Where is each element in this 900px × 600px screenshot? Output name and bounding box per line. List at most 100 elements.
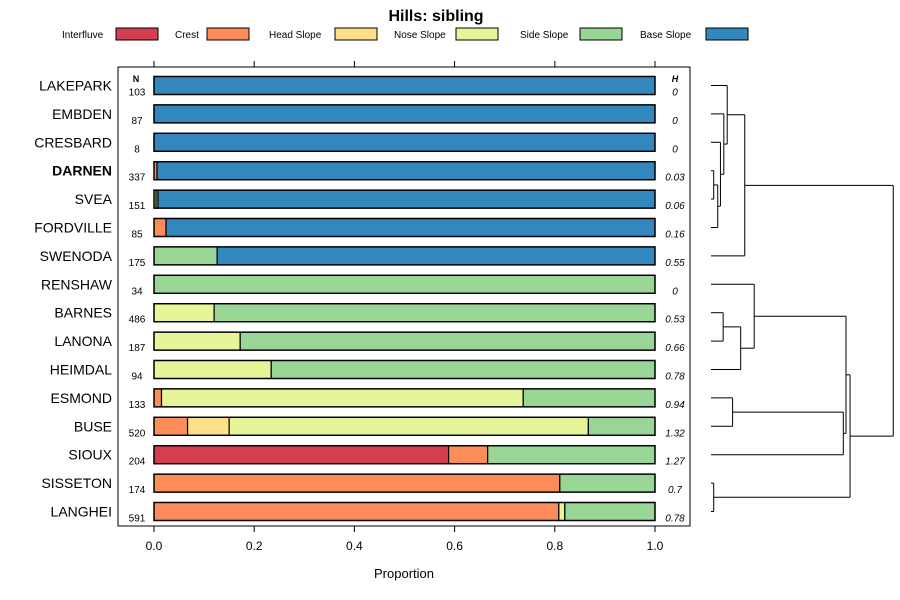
- bar-segment-crest: [153, 416, 189, 436]
- legend: Interfluve Crest Head Slope Nose Slope Side …: [62, 27, 749, 41]
- row-label: SISSETON: [41, 475, 112, 491]
- h-value: 0.66: [665, 343, 685, 354]
- bar-segment-nose-slope: [228, 416, 589, 436]
- x-axis: 0.0 0.2 0.4 0.6 0.8 1.0: [146, 61, 664, 553]
- row-heimdal: HEIMDAL 94 0.78: [50, 359, 685, 383]
- row-label: BARNES: [54, 305, 112, 321]
- row-label: BUSE: [74, 418, 112, 434]
- bar-outline: [153, 274, 656, 294]
- legend-label-head-slope: Head Slope: [269, 30, 322, 41]
- bar-segment-side-slope: [522, 388, 656, 408]
- row-langhei: LANGHEI 591 0.78: [51, 501, 685, 525]
- x-tick-label: 0.4: [346, 539, 363, 553]
- h-value: 0.16: [665, 230, 685, 241]
- row-label: SVEA: [75, 191, 113, 207]
- row-label: LANGHEI: [51, 504, 112, 520]
- bar-segment-crest: [153, 217, 167, 238]
- n-value: 337: [129, 173, 146, 184]
- bar-segment-base-slope: [216, 246, 656, 266]
- row-sisseton: SISSETON 174 0.7: [41, 473, 682, 496]
- bar-segment-nose-slope: [153, 303, 215, 323]
- row-sioux: SIOUX 204 1.27: [68, 445, 685, 468]
- bar-outline: [153, 416, 656, 436]
- x-axis-title: Proportion: [374, 566, 434, 581]
- legend-swatch-interfluve: [115, 27, 159, 41]
- h-value: 1.32: [665, 428, 685, 439]
- n-value: 133: [129, 400, 146, 411]
- bar-segment-base-slope: [153, 104, 656, 124]
- n-value: 486: [129, 315, 146, 326]
- row-lakepark: LAKEPARK 103 0: [39, 75, 678, 99]
- bar-segment-base-slope: [157, 189, 656, 209]
- legend-swatch-head-slope: [334, 27, 378, 41]
- n-value: 175: [129, 258, 146, 269]
- n-value: 520: [129, 428, 146, 439]
- row-esmond: ESMOND 133 0.94: [51, 388, 685, 411]
- h-column-header: H: [672, 74, 679, 84]
- h-value: 1.27: [665, 457, 685, 468]
- h-value: 0.53: [665, 315, 685, 326]
- row-label: HEIMDAL: [50, 362, 112, 378]
- row-label: RENSHAW: [41, 276, 113, 292]
- h-value: 0: [672, 144, 678, 155]
- bar-segment-crest: [153, 501, 560, 522]
- x-tick-label: 0.2: [246, 539, 263, 553]
- row-label: DARNEN: [52, 163, 112, 179]
- x-tick-label: 0.0: [146, 539, 163, 553]
- n-column-header: N: [133, 74, 140, 84]
- h-value: 0: [672, 88, 678, 99]
- legend-label-interfluve: Interfluve: [62, 30, 104, 41]
- row-label: EMBDEN: [52, 106, 112, 122]
- row-label: CRESBARD: [34, 134, 112, 150]
- bar-segment-nose-slope: [153, 331, 241, 351]
- n-value: 151: [129, 201, 146, 212]
- bar-segment-side-slope: [213, 303, 656, 323]
- row-cresbard: CRESBARD 8 0: [34, 132, 678, 155]
- bar-segment-nose-slope: [160, 388, 524, 408]
- row-fordville: FORDVILLE 85 0.16: [34, 217, 685, 241]
- bar-segment-crest: [447, 445, 489, 465]
- n-value: 94: [131, 372, 143, 383]
- bar-segment-interfluve: [153, 445, 450, 465]
- bar-segment-side-slope: [270, 359, 656, 380]
- n-value: 34: [131, 286, 143, 297]
- bar-outline: [153, 75, 656, 96]
- row-label: SWENODA: [40, 248, 113, 264]
- bar-segment-crest: [153, 473, 561, 493]
- x-tick-label: 0.6: [446, 539, 463, 553]
- row-label: FORDVILLE: [34, 220, 112, 236]
- plot-frame: [117, 66, 691, 527]
- bar-outline: [153, 217, 656, 238]
- bar-segment-side-slope: [487, 445, 656, 465]
- h-value: 0: [672, 286, 678, 297]
- bar-outline: [153, 104, 656, 124]
- n-value: 204: [129, 457, 146, 468]
- n-value: 103: [129, 88, 146, 99]
- bar-segment-nose-slope: [558, 501, 566, 522]
- legend-label-crest: Crest: [175, 30, 199, 41]
- bar-segment-side-slope: [564, 501, 656, 522]
- n-value: 591: [129, 514, 146, 525]
- bar-outline: [153, 331, 656, 351]
- legend-label-base-slope: Base Slope: [640, 30, 692, 41]
- n-value: 174: [129, 485, 146, 496]
- dendrogram: [711, 85, 894, 512]
- h-value: 0.94: [665, 400, 685, 411]
- legend-swatch-nose-slope: [455, 27, 499, 41]
- chart-title: Hills: sibling: [388, 8, 483, 25]
- bar-outline: [153, 445, 656, 465]
- legend-label-side-slope: Side Slope: [520, 30, 569, 41]
- bar-rows: LAKEPARK 103 0 EMBDEN 87 0 CRESBARD 8 0 DARNEN 337…: [34, 75, 685, 525]
- bar-segment-crest: [153, 388, 163, 408]
- n-value: 85: [131, 230, 143, 241]
- row-label: LANONA: [54, 333, 112, 349]
- bar-segment-base-slope: [165, 217, 656, 238]
- row-lanona: LANONA 187 0.66: [54, 331, 685, 354]
- row-barnes: BARNES 486 0.53: [54, 303, 685, 326]
- bar-outline: [153, 132, 656, 153]
- row-buse: BUSE 520 1.32: [74, 416, 685, 439]
- h-value: 0.7: [668, 485, 682, 496]
- legend-swatch-crest: [206, 27, 250, 41]
- bar-segment-nose-slope: [153, 359, 272, 380]
